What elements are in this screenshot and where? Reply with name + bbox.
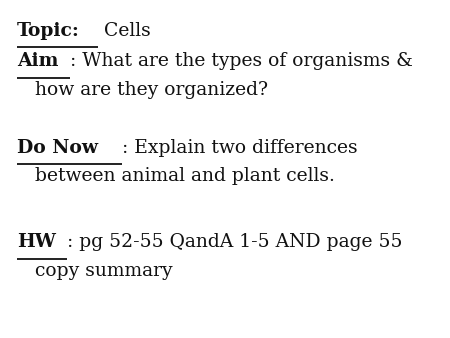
Text: : pg 52-55 QandA 1-5 AND page 55: : pg 52-55 QandA 1-5 AND page 55 <box>67 233 403 251</box>
Text: copy summary: copy summary <box>17 262 173 280</box>
Text: Do Now: Do Now <box>17 139 98 156</box>
Text: HW: HW <box>17 233 56 251</box>
Text: Cells: Cells <box>98 22 151 40</box>
Text: between animal and plant cells.: between animal and plant cells. <box>17 167 335 185</box>
Text: : What are the types of organisms &: : What are the types of organisms & <box>71 52 414 70</box>
Text: how are they organized?: how are they organized? <box>17 81 268 99</box>
Text: Aim: Aim <box>17 52 58 70</box>
Text: Topic:: Topic: <box>17 22 80 40</box>
Text: : Explain two differences: : Explain two differences <box>122 139 357 156</box>
